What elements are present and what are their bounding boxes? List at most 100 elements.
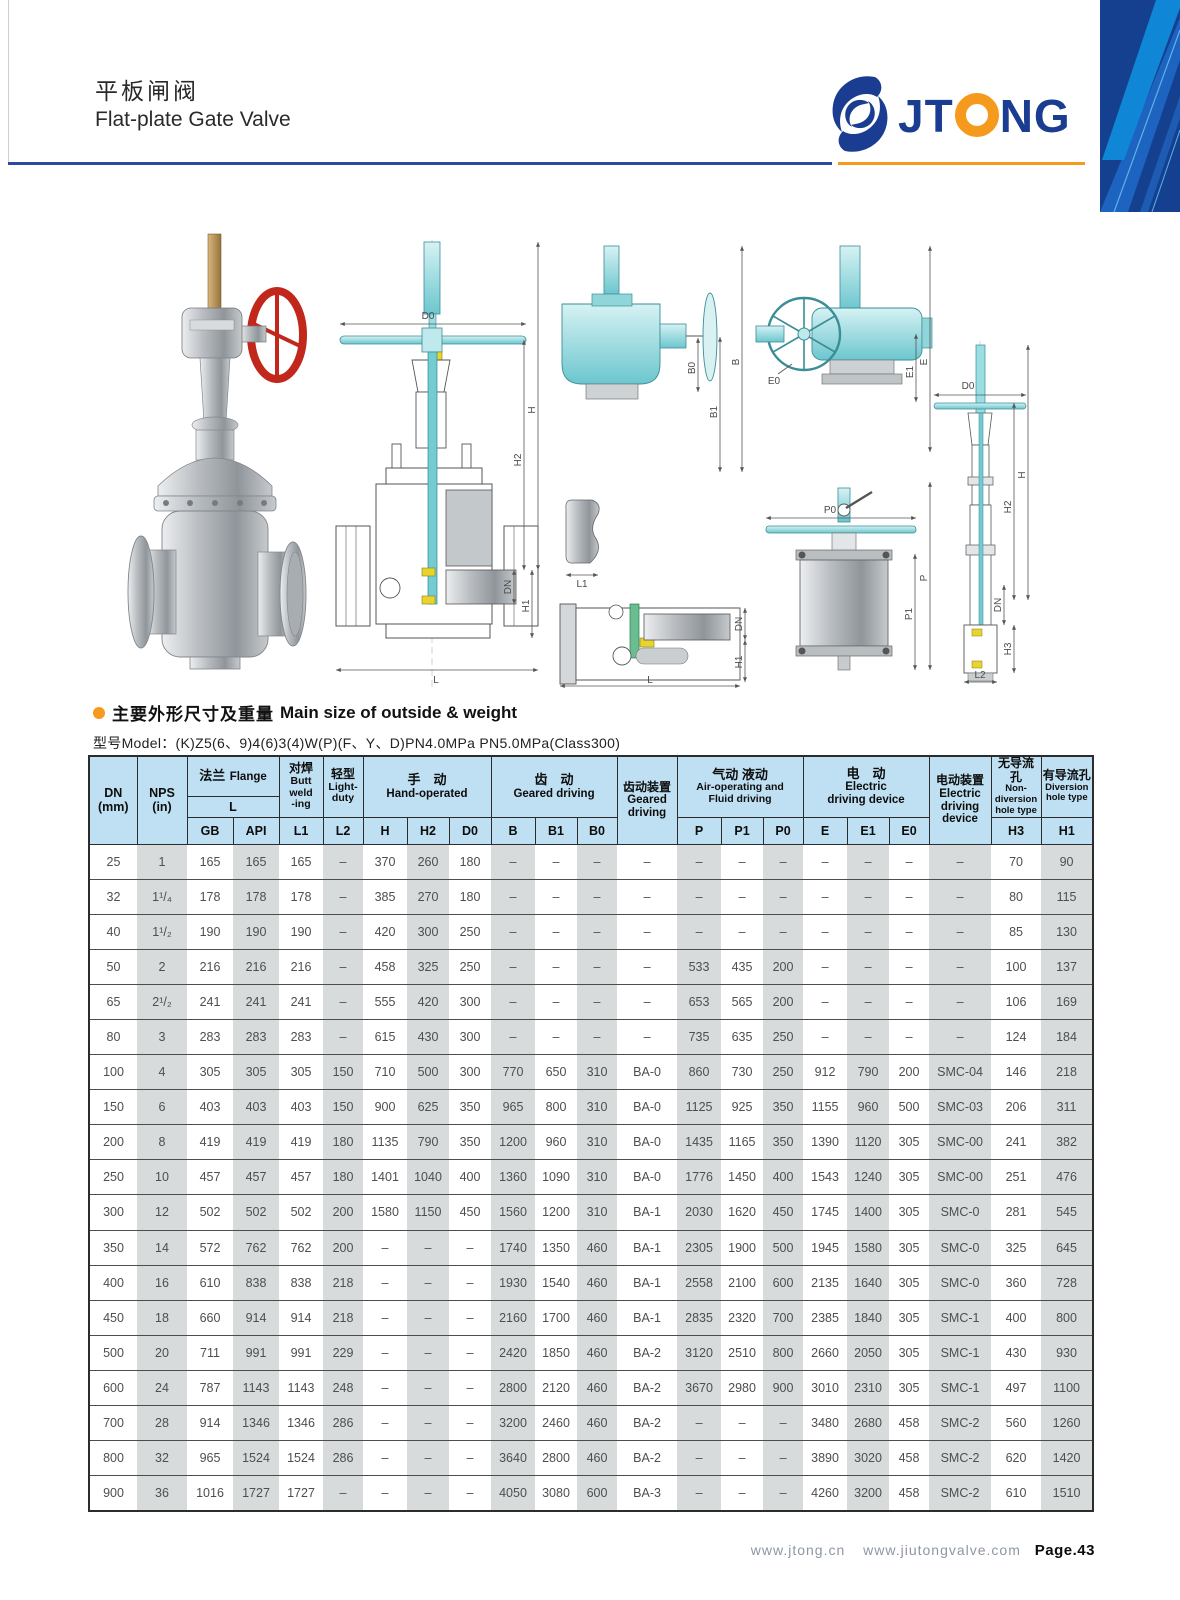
table-cell: –: [323, 914, 363, 950]
table-cell: 130: [1041, 914, 1094, 950]
table-cell: –: [449, 1230, 492, 1266]
table-cell: –: [535, 984, 578, 1020]
table-cell: 965: [187, 1440, 233, 1477]
table-cell: 450: [89, 1300, 137, 1336]
table-cell: 625: [407, 1089, 449, 1126]
table-cell: 925: [721, 1089, 764, 1126]
table-cell: BA-1: [617, 1230, 678, 1266]
table-cell: 8: [137, 1124, 187, 1161]
table-cell: BA-2: [617, 1405, 678, 1442]
table-cell: 382: [1041, 1124, 1094, 1161]
table-cell: –: [929, 984, 992, 1020]
table-cell: SMC-0: [929, 1230, 992, 1266]
table-cell: –: [929, 844, 992, 880]
table-cell: 283: [279, 1019, 323, 1056]
table-cell: 28: [137, 1405, 187, 1442]
side-view-figure: D0 H H2 DN H3 L2: [933, 341, 1030, 684]
table-cell: –: [763, 914, 804, 950]
table-cell: 420: [407, 984, 449, 1020]
table-cell: 790: [847, 1054, 890, 1091]
sub-header-B1: B1: [534, 816, 578, 845]
table-cell: 1727: [279, 1475, 323, 1512]
table-cell: 3080: [535, 1475, 578, 1512]
table-cell: –: [617, 949, 678, 985]
table-cell: –: [323, 844, 363, 880]
table-cell: 762: [233, 1230, 279, 1266]
table-cell: 458: [889, 1475, 930, 1512]
table-cell: 200: [763, 984, 804, 1020]
table-cell: 190: [233, 914, 279, 950]
table-cell: 283: [233, 1019, 279, 1056]
table-cell: 3200: [847, 1475, 890, 1512]
dim-label: H1: [734, 655, 745, 668]
table-cell: 2305: [677, 1230, 722, 1266]
table-cell: –: [449, 1405, 492, 1442]
table-cell: 1240: [847, 1159, 890, 1196]
table-cell: 1510: [1041, 1475, 1094, 1512]
table-cell: 310: [577, 1089, 618, 1126]
table-cell: 300: [449, 1019, 492, 1056]
table-cell: 711: [187, 1335, 233, 1371]
table-cell: 460: [577, 1370, 618, 1407]
table-cell: –: [535, 1019, 578, 1056]
table-cell: 728: [1041, 1265, 1094, 1301]
table-cell: 460: [577, 1440, 618, 1477]
table-cell: 545: [1041, 1194, 1094, 1231]
table-cell: 178: [187, 879, 233, 915]
table-cell: 912: [803, 1054, 848, 1091]
table-cell: 430: [407, 1019, 449, 1056]
table-cell: 1401: [363, 1159, 407, 1196]
table-cell: 458: [363, 949, 407, 985]
dim-label: E: [919, 358, 930, 365]
table-cell: –: [323, 949, 363, 985]
table-cell: 305: [889, 1194, 930, 1231]
table-cell: –: [363, 1440, 407, 1477]
table-cell: 90: [1041, 844, 1094, 880]
model-line: 型号Model：(K)Z5(6、9)4(6)3(4)W(P)(F、Y、D)PN4…: [93, 733, 620, 753]
table-cell: 1390: [803, 1124, 848, 1161]
table-cell: 419: [187, 1124, 233, 1161]
table-cell: –: [803, 949, 848, 985]
table-cell: –: [889, 844, 930, 880]
table-cell: 300: [449, 1054, 492, 1091]
table-cell: 190: [279, 914, 323, 950]
table-cell: 1524: [233, 1440, 279, 1477]
table-cell: –: [803, 879, 848, 915]
table-cell: 85: [991, 914, 1042, 950]
table-cell: 1090: [535, 1159, 578, 1196]
sub-header-P1: P1: [720, 816, 764, 845]
group-header-light-duty: 轻型 Light- duty: [322, 755, 364, 818]
table-cell: 730: [721, 1054, 764, 1091]
table-cell: –: [889, 879, 930, 915]
sub-header-B: B: [490, 816, 536, 845]
table-cell: 500: [889, 1089, 930, 1126]
sub-header-E0: E0: [888, 816, 930, 845]
table-row: 400 16 610 838 838 218– – –1930 1540 460 BA-1 2558 2…: [89, 1265, 1094, 1301]
dim-label: L: [433, 675, 439, 686]
table-cell: 1400: [847, 1194, 890, 1231]
group-header-hand: 手 动 Hand-operated: [362, 755, 492, 818]
table-cell: 300: [89, 1194, 137, 1231]
table-cell: 286: [323, 1440, 363, 1477]
table-cell: 914: [279, 1300, 323, 1336]
table-cell: 1930: [491, 1265, 536, 1301]
table-cell: BA-2: [617, 1335, 678, 1371]
table-cell: 2835: [677, 1300, 722, 1336]
table-cell: 497: [991, 1370, 1042, 1407]
table-cell: 790: [407, 1124, 449, 1161]
table-cell: –: [577, 949, 618, 985]
table-cell: 150: [323, 1089, 363, 1126]
table-cell: 305: [889, 1335, 930, 1371]
table-cell: 400: [89, 1265, 137, 1301]
table-cell: 350: [449, 1089, 492, 1126]
table-cell: –: [535, 949, 578, 985]
table-cell: –: [803, 984, 848, 1020]
sub-header-GB: GB: [186, 816, 234, 845]
table-cell: 241: [187, 984, 233, 1020]
dim-label: H2: [1003, 500, 1014, 513]
table-cell: 350: [89, 1230, 137, 1266]
dim-label: P1: [904, 607, 915, 620]
section-heading: 主要外形尺寸及重量 Main size of outside & weight: [93, 700, 517, 725]
dim-label: E0: [768, 376, 781, 387]
